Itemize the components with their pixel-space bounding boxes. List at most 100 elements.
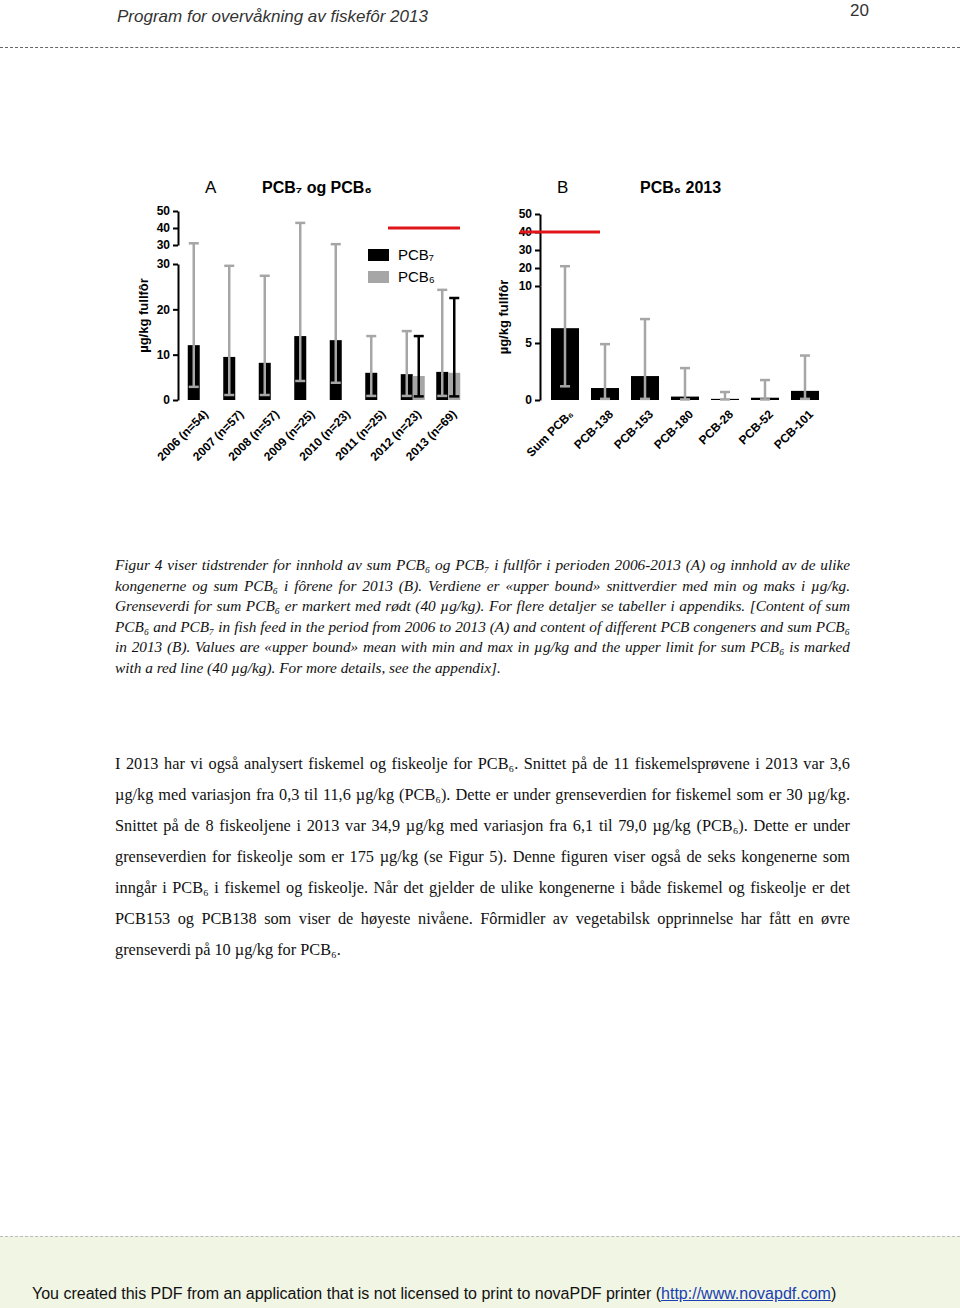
footer-link[interactable]: http://www.novapdf.com (661, 1285, 831, 1302)
x-tick-label: PCB-138 (571, 407, 616, 452)
y-tick: 10 (157, 348, 178, 362)
error-cap-max (331, 243, 341, 246)
error-cap-min (414, 395, 424, 398)
footer-text: You created this PDF from an application… (32, 1285, 836, 1303)
y-tick-label: 20 (519, 261, 533, 275)
error-cap-min (800, 398, 810, 401)
limit-line (388, 227, 460, 230)
x-tick: PCB-180 (651, 407, 696, 452)
y-tick: 50 (157, 204, 178, 218)
y-tick-label: 5 (525, 336, 532, 350)
body-paragraph: I 2013 har vi også analysert fiskemel og… (115, 748, 850, 965)
x-tick-label: PCB-101 (771, 407, 816, 452)
footer-text-end: ) (831, 1285, 836, 1302)
error-cap-max (437, 289, 447, 292)
y-tick: 0 (525, 393, 540, 407)
y-axis-upper: 30 40 50 (157, 204, 179, 252)
error-bar (604, 344, 607, 399)
y-tick-label: 10 (157, 348, 171, 362)
y-tick: 20 (519, 261, 540, 275)
y-tick: 10 (519, 279, 540, 293)
error-bar (299, 223, 302, 381)
error-cap-min (366, 395, 376, 398)
x-tick-label: PCB-52 (736, 407, 776, 447)
figure-caption: Figur 4 viser tidstrender for innhold av… (115, 555, 850, 678)
y-tick: 50 (519, 207, 540, 221)
error-cap-min (402, 395, 412, 398)
error-bar (684, 368, 687, 399)
error-cap-max (366, 335, 376, 338)
legend-swatch (368, 249, 389, 261)
error-cap-max (295, 222, 305, 225)
error-cap-max (600, 343, 610, 346)
y-axis-title: µg/kg fullfôr (136, 278, 151, 353)
y-tick-label: 30 (519, 243, 533, 257)
error-bar (644, 319, 647, 399)
header-rule (0, 47, 960, 48)
x-tick-label: Sum PCB₆ (524, 407, 576, 459)
y-tick: 30 (157, 238, 178, 252)
error-bar (764, 380, 767, 399)
bar (711, 399, 739, 400)
y-tick-label: 50 (157, 204, 171, 218)
error-bar (264, 276, 267, 395)
chart-title: PCB₆ 2013 (640, 179, 721, 196)
x-tick: Sum PCB₆ (524, 407, 576, 459)
y-tick-mark (535, 400, 540, 402)
legend-label: PCB₇ (398, 246, 434, 263)
error-cap-max (449, 297, 459, 300)
y-tick-mark (535, 268, 540, 270)
header-title: Program for overvåkning av fiskefôr 2013 (117, 7, 428, 27)
x-tick-label: PCB-28 (696, 407, 736, 447)
y-tick: 30 (157, 257, 178, 271)
y-tick-label: 40 (157, 221, 171, 235)
y-tick-mark (173, 354, 178, 356)
y-tick-mark (173, 309, 178, 311)
y-tick-mark (535, 286, 540, 288)
plot-marks (551, 266, 819, 400)
y-tick-mark (173, 400, 178, 402)
chart-title: PCB₇ og PCB₆ (262, 179, 372, 196)
error-bar (441, 290, 444, 396)
error-cap-min (449, 395, 459, 398)
x-tick-label: PCB-180 (651, 407, 696, 452)
error-cap-max (414, 335, 424, 338)
charts-canvas: 01020303040502006 (n=54)2007 (n=57)2008 … (0, 0, 960, 530)
error-cap-max (402, 330, 412, 333)
chart-panel: 051020304050Sum PCB₆PCB-138PCB-153PCB-18… (496, 178, 819, 460)
error-bar (228, 266, 231, 395)
y-axis-upper: 20304050 (519, 207, 541, 286)
y-axis-lower: 0 5 10 (519, 279, 541, 407)
panel-label: B (557, 178, 568, 197)
y-tick-label: 10 (519, 279, 533, 293)
error-bar (406, 331, 409, 396)
y-tick-mark (535, 250, 540, 252)
y-axis-lower: 0102030 (157, 257, 179, 407)
y-tick-label: 20 (157, 303, 171, 317)
y-tick: 30 (519, 243, 540, 257)
y-tick-label: 30 (157, 257, 171, 271)
y-tick-label: 50 (519, 207, 533, 221)
error-bar (193, 243, 196, 387)
error-cap-min (437, 395, 447, 398)
error-bar (418, 336, 421, 396)
error-cap-min (224, 394, 234, 397)
x-axis: Sum PCB₆PCB-138PCB-153PCB-180PCB-28PCB-5… (524, 407, 817, 460)
x-tick: PCB-28 (696, 407, 736, 447)
legend-swatch (368, 271, 389, 283)
y-tick-mark (173, 228, 178, 230)
legend: PCB₇ PCB₆ (368, 246, 435, 285)
error-cap-max (189, 242, 199, 245)
error-cap-min (600, 398, 610, 401)
chart-panel: 01020303040502006 (n=54)2007 (n=57)2008 … (136, 178, 460, 464)
error-bar (335, 244, 338, 383)
legend-label: PCB₆ (398, 268, 435, 285)
y-tick-mark (173, 211, 178, 213)
error-cap-max (760, 379, 770, 382)
error-cap-max (560, 265, 570, 268)
error-bar (564, 266, 567, 386)
plot-marks (188, 223, 461, 400)
error-cap-min (560, 385, 570, 388)
error-cap-min (189, 386, 199, 389)
error-bar (370, 336, 373, 396)
